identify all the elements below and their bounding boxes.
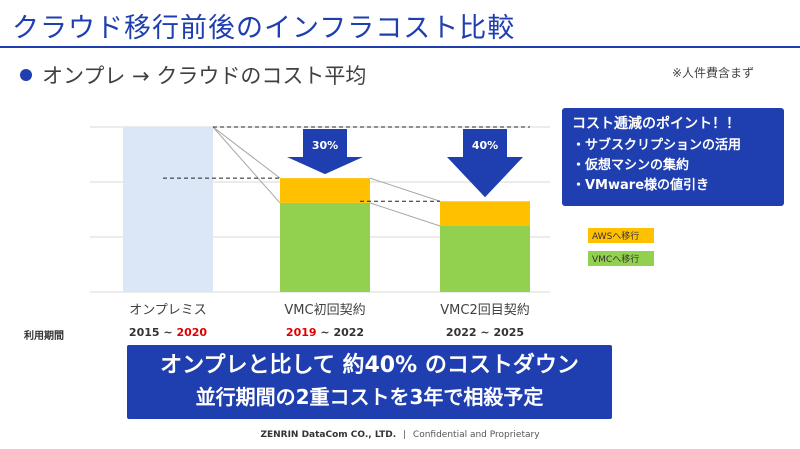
slide-title: クラウド移行前後のインフラコスト比較 bbox=[12, 13, 516, 44]
legend-item-vmc: VMCへ移行 bbox=[592, 255, 640, 265]
legend-swatch bbox=[588, 251, 654, 266]
connector-line bbox=[212, 126, 281, 204]
cost-points-callout: コスト逓減のポイント！！ ・サブスクリプションの活用 ・仮想マシンの集約 ・VM… bbox=[562, 108, 784, 206]
bullet-icon bbox=[20, 69, 32, 81]
category-label: VMC2回目契約 bbox=[440, 303, 529, 318]
legend-swatch bbox=[588, 228, 654, 243]
period-label: 2022 ~ 2025 bbox=[446, 326, 524, 339]
summary-banner: オンプレと比して 約40% のコストダウン 並行期間の2重コストを3年で相殺予定 bbox=[127, 345, 612, 419]
reduction-label: 40% bbox=[472, 139, 498, 152]
subtitle-text: オンプレ → クラウドのコスト平均 bbox=[42, 64, 367, 88]
bar-segment bbox=[123, 127, 213, 292]
callout-title: コスト逓減のポイント！！ bbox=[572, 116, 740, 132]
bar-segment bbox=[440, 226, 530, 292]
callout-item: ・VMware様の値引き bbox=[572, 178, 710, 193]
period-label: 2019 ~ 2022 bbox=[286, 326, 364, 339]
banner-line-1: オンプレと比して 約40% のコストダウン bbox=[160, 353, 579, 378]
footer-company: ZENRIN DataCom CO., LTD. bbox=[260, 430, 397, 440]
banner-line-2: 並行期間の2重コストを3年で相殺予定 bbox=[195, 385, 544, 409]
category-label: オンプレミス bbox=[129, 303, 207, 318]
footer-separator: | bbox=[403, 430, 407, 440]
title-divider bbox=[0, 46, 800, 48]
reduction-label: 30% bbox=[312, 139, 338, 152]
bar-segment bbox=[280, 202, 370, 292]
category-label: VMC初回契約 bbox=[284, 303, 365, 318]
usage-period-label: 利用期間 bbox=[24, 331, 64, 342]
footer-text: Confidential and Proprietary bbox=[412, 430, 540, 440]
footer: ZENRIN DataCom CO., LTD. | Confidential … bbox=[0, 430, 800, 440]
period-label: 2015 ~ 2020 bbox=[129, 326, 207, 339]
slide-subtitle: オンプレ → クラウドのコスト平均 bbox=[20, 60, 366, 90]
legend-item-aws: AWSへ移行 bbox=[592, 232, 640, 242]
connector-line bbox=[369, 177, 441, 202]
down-arrow-icon bbox=[287, 129, 363, 175]
connector-line bbox=[212, 126, 281, 179]
connector-line bbox=[369, 202, 441, 227]
callout-item: ・サブスクリプションの活用 bbox=[572, 138, 742, 153]
cost-note: ※人件費含まず bbox=[672, 66, 755, 80]
down-arrow-icon bbox=[447, 129, 523, 198]
bar-segment bbox=[440, 201, 530, 226]
bar-segment bbox=[280, 178, 370, 203]
callout-item: ・仮想マシンの集約 bbox=[572, 158, 690, 173]
